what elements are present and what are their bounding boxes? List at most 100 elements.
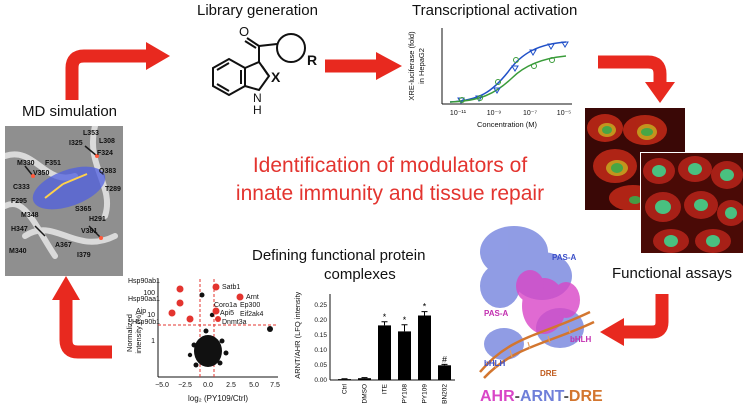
r-group-label: R	[307, 52, 317, 68]
bar-label-py109: PY109	[422, 384, 429, 404]
residue-label-i379: I379	[77, 252, 91, 259]
volcano-label-api5: Api5	[220, 310, 234, 317]
volcano-label-hsp90b1: Hsp90b1	[132, 319, 160, 326]
bar-label-bn202: BN202	[442, 384, 449, 404]
annotation-bn202: #	[442, 354, 447, 364]
stage-label-transcription: Transcriptional activation	[412, 2, 578, 19]
residue-label-f295: F295	[11, 198, 27, 205]
residue-label-l308: L308	[99, 138, 115, 145]
volcano-ytick-100: 100	[143, 290, 155, 297]
legend-ahr: AHR	[480, 388, 515, 405]
volcano-ylabel-2: intensity (%)	[134, 312, 143, 354]
dose-xtick-3: 10⁻⁷	[523, 110, 537, 117]
residue-label-m330: M330	[17, 160, 35, 167]
arnt-ahr-bar-chart: ARNT/AHR (LFQ intensity) 0.00 0.05 0.10 0.1…	[293, 292, 455, 404]
bar-label-ctrl: Ctrl	[342, 383, 349, 394]
residue-label-v381: V381	[81, 228, 98, 235]
residue-label-c333: C333	[13, 184, 30, 191]
legend-dre: DRE	[568, 388, 603, 405]
residue-label-m348: M348	[21, 212, 39, 219]
label-pas-a-top: PAS-A	[552, 253, 577, 262]
label-pas-a-left: PAS-A	[484, 309, 509, 318]
volcano-ytick-1: 1	[151, 338, 155, 345]
center-title: Identification of modulators of innate i…	[200, 152, 580, 208]
bar-ytick-4: 0.20	[314, 317, 327, 324]
arrow-complexes-to-md	[52, 276, 112, 359]
residue-label-h291: H291	[89, 216, 106, 223]
microscopy-image-1	[585, 108, 685, 210]
stage-label-functional: Functional assays	[612, 265, 733, 282]
errorbar-bn202	[441, 363, 448, 366]
residue-label-a367: A367	[55, 242, 72, 249]
h-atom-label: H	[253, 103, 262, 117]
oxygen-label: O	[239, 24, 249, 39]
residue-label-q383: Q383	[99, 168, 117, 175]
residue-label-m340: M340	[9, 248, 27, 255]
residue-label-f351: F351	[45, 160, 61, 167]
dose-response-chart: XRE-luciferase (fold) in HepaG2 10⁻¹¹ 10…	[407, 28, 572, 129]
volcano-ytick-10: 10	[147, 312, 155, 319]
volcano-label-dnmt3a: Dnmt3a	[222, 319, 247, 326]
label-dre: DRE	[540, 369, 558, 378]
legend-arnt: ARNT	[520, 388, 564, 405]
dose-xlabel: Concentration (M)	[477, 120, 538, 129]
stage-label-complexes-1: Defining functional protein	[252, 247, 426, 264]
bar-dmso	[358, 378, 371, 380]
dose-curve-green	[449, 55, 567, 103]
center-title-line2: innate immunity and tissue repair	[235, 182, 545, 205]
volcano-xlabel: log₂ (PY109/Ctrl)	[188, 394, 248, 403]
dose-ylabel-1: XRE-luciferase (fold)	[407, 31, 416, 101]
residue-label-s365: S365	[75, 206, 92, 213]
volcano-plot: Normalized intensity (%) 100 10 1 −5.0 −…	[125, 278, 280, 403]
arrow-functional-to-complex	[600, 294, 669, 346]
residue-label-v350: V350	[33, 170, 50, 177]
volcano-label-satb1: Satb1	[222, 284, 240, 291]
bar-ytick-0: 0.00	[314, 377, 327, 384]
volcano-xtick-6: 7.5	[270, 382, 280, 389]
legend-dash-2: -	[563, 388, 569, 405]
annotation-py109: *	[423, 302, 427, 312]
errorbar-py108	[401, 324, 408, 332]
bar-py109	[418, 315, 431, 380]
annotation-py108: *	[403, 315, 407, 325]
arrow-md-to-library	[65, 42, 170, 100]
bar-py108	[398, 331, 411, 380]
label-bhlh-left: bHLH	[484, 359, 506, 368]
bar-ylabel: ARNT/AHR (LFQ intensity)	[293, 292, 302, 379]
volcano-label-eif2ak4: Eif2ak4	[240, 311, 263, 318]
center-title-line1: Identification of modulators of	[252, 154, 528, 177]
bar-label-dmso: DMSO	[362, 384, 369, 404]
volcano-label-aip: Aip	[136, 308, 146, 315]
stage-label-md: MD simulation	[22, 103, 118, 120]
complex-legend: AHR-ARNT-DRE	[480, 388, 603, 406]
volcano-xtick-3: 0.0	[203, 382, 213, 389]
residue-label-t289: T289	[105, 186, 121, 193]
dose-curve-blue	[449, 41, 567, 103]
bar-label-py108: PY108	[402, 384, 409, 404]
bar-ctrl	[338, 379, 351, 381]
bar-ytick-3: 0.15	[314, 332, 327, 339]
n-atom-label: N	[253, 91, 262, 105]
stage-label-library: Library generation	[197, 2, 318, 19]
residue-label-i325: I325	[69, 140, 83, 147]
arrow-library-to-transcription	[325, 52, 402, 80]
bar-ytick-1: 0.05	[314, 362, 327, 369]
volcano-ylabel-1: Normalized	[125, 314, 134, 352]
errorbar-ite	[381, 321, 388, 326]
residue-label-h347: H347	[11, 226, 28, 233]
label-bhlh-right: bHLH	[570, 335, 592, 344]
errorbar-py109	[421, 311, 428, 316]
volcano-label-hsp90ab1: Hsp90ab1	[128, 278, 160, 285]
md-simulation-structure: L353 L308 I325 F324 M330 F351 V350 Q383 C333 T289…	[5, 126, 123, 276]
volcano-label-hsp90aa1: Hsp90aa1	[128, 296, 160, 303]
indole-scaffold: O R X N H	[212, 24, 317, 117]
dose-ylabel-2: in HepaG2	[417, 48, 426, 84]
arrow-transcription-to-images	[598, 55, 675, 103]
residue-label-f324: F324	[97, 150, 113, 157]
volcano-label-coro1a: Coro1a	[214, 302, 237, 309]
bar-bn202	[438, 365, 451, 380]
legend-dash-1: -	[514, 388, 520, 405]
bar-ytick-2: 0.10	[314, 347, 327, 354]
residue-label-l353: L353	[83, 130, 99, 137]
